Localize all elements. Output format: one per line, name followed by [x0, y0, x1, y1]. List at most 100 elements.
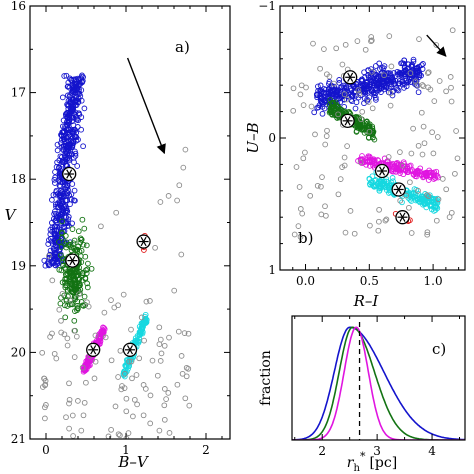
data-point — [80, 368, 87, 375]
data-point — [368, 37, 375, 44]
data-point — [365, 74, 372, 80]
data-point — [66, 396, 73, 403]
data-point — [315, 104, 322, 111]
data-point — [63, 154, 69, 160]
panel-c: 2 3 4 c) fraction rh* [pc] — [258, 315, 466, 474]
data-point — [73, 84, 79, 90]
data-point — [344, 87, 351, 94]
data-point — [373, 97, 379, 103]
data-point — [295, 223, 302, 229]
y-tick-label: 21 — [11, 432, 26, 446]
data-point — [69, 289, 76, 296]
data-point — [334, 91, 340, 98]
data-point — [344, 143, 350, 149]
data-point — [138, 314, 145, 321]
data-point — [101, 309, 108, 316]
data-point — [68, 288, 75, 295]
data-point — [141, 320, 148, 327]
data-point — [71, 187, 78, 194]
data-point — [61, 331, 68, 338]
data-point — [67, 141, 74, 148]
data-point — [318, 183, 324, 190]
data-point — [77, 75, 84, 82]
panel-b-arrow — [426, 34, 447, 57]
data-point — [67, 75, 73, 82]
data-point — [134, 401, 140, 408]
data-point — [419, 151, 426, 158]
data-point — [431, 98, 438, 104]
data-point — [56, 266, 63, 273]
centroid-marker — [86, 342, 101, 357]
data-point — [359, 81, 366, 88]
data-point — [386, 33, 393, 39]
data-point — [178, 353, 185, 359]
data-point — [81, 293, 88, 300]
data-point — [413, 69, 420, 76]
data-point — [69, 412, 76, 419]
data-point — [419, 82, 426, 88]
data-point — [382, 217, 389, 224]
data-point — [371, 182, 377, 189]
data-point — [45, 261, 52, 267]
data-point — [454, 155, 461, 162]
data-point — [415, 89, 422, 96]
data-point — [43, 402, 49, 408]
data-point — [76, 291, 83, 297]
data-point — [290, 85, 297, 92]
data-point — [76, 82, 82, 89]
data-point — [426, 170, 433, 176]
data-point — [52, 169, 58, 175]
data-point — [361, 69, 367, 76]
data-point — [78, 427, 85, 434]
panel-b-label: b) — [298, 229, 313, 247]
x-tick-label: 0 — [42, 443, 50, 457]
data-point — [128, 326, 134, 333]
data-point — [422, 170, 429, 177]
panel-b-xlabel: R–I — [353, 292, 380, 310]
data-point — [432, 175, 439, 181]
data-point — [298, 82, 305, 89]
data-point — [82, 253, 89, 260]
data-point — [300, 155, 307, 162]
data-point — [318, 211, 325, 218]
data-point — [401, 85, 407, 91]
data-point — [385, 85, 392, 91]
data-point — [342, 41, 349, 48]
x-tick-label: 1.0 — [424, 274, 443, 288]
x-tick-label: 1 — [122, 443, 130, 457]
data-point — [366, 128, 373, 135]
data-point — [314, 182, 321, 189]
data-point — [400, 171, 407, 178]
data-point — [310, 40, 316, 47]
data-point — [408, 74, 415, 80]
data-point — [64, 121, 70, 128]
data-point — [341, 162, 348, 169]
panel-a-ylabel: V — [5, 206, 18, 224]
data-point — [68, 76, 74, 83]
data-point — [123, 408, 130, 415]
data-point — [154, 372, 161, 379]
panel-a: 0 1 2 16 17 18 19 20 21 a) B–V V — [5, 0, 231, 471]
data-point — [71, 327, 78, 334]
data-point — [71, 354, 78, 360]
data-point — [46, 251, 53, 258]
data-point — [407, 70, 414, 76]
data-point — [74, 163, 81, 169]
data-point — [401, 57, 408, 64]
data-point — [412, 78, 419, 85]
data-point — [344, 96, 350, 103]
data-point — [448, 84, 454, 91]
data-point — [418, 62, 425, 68]
data-point — [117, 432, 123, 439]
data-point — [72, 153, 79, 159]
data-point — [57, 183, 64, 190]
data-point — [63, 272, 70, 279]
data-point — [443, 186, 450, 193]
data-point — [358, 116, 364, 123]
data-point — [389, 75, 396, 81]
data-point — [452, 170, 458, 177]
data-point — [100, 324, 106, 331]
data-point — [171, 287, 178, 294]
data-point — [354, 38, 361, 44]
data-point — [383, 84, 389, 91]
